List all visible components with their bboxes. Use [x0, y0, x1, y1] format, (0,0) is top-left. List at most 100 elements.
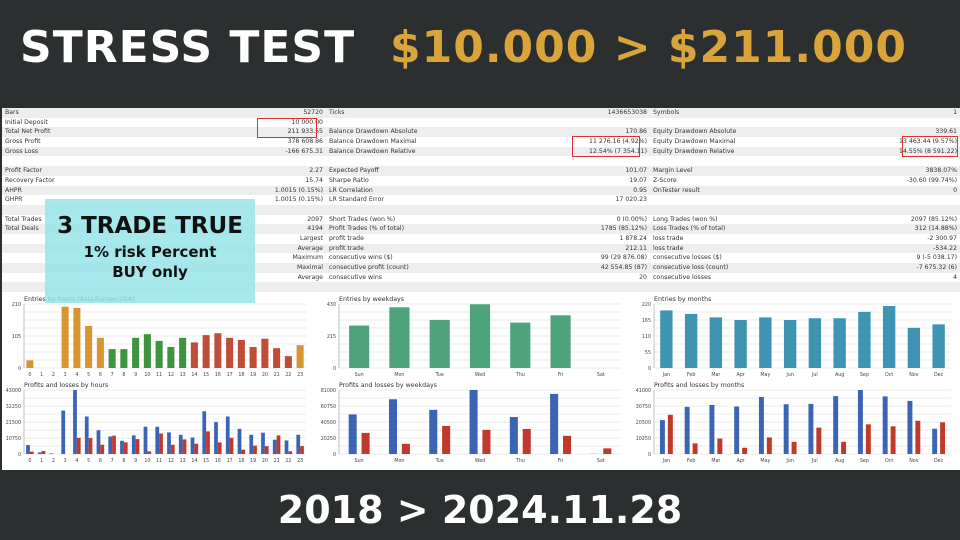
table-cell: Z-Score -30.60 (99.74%) — [650, 176, 960, 186]
y-tick-label: 0 — [648, 366, 651, 372]
bar — [349, 325, 370, 368]
chart-pl-by-months: Profits and losses by months 0 10250 20500 3… — [632, 378, 957, 464]
stat-value: 9 (-5 038.17) — [916, 254, 957, 262]
table-row: Average profit trade 212.11 loss trade -534.… — [2, 243, 960, 254]
profit-bar — [155, 426, 160, 454]
table-cell: consecutive losses ($) 9 (-5 038.17) — [650, 253, 960, 263]
x-tick-label: 4 — [75, 458, 78, 464]
stat-label: loss trade — [653, 244, 684, 252]
loss-bar — [603, 448, 612, 454]
profit-bar — [61, 410, 66, 454]
stat-value: 0 (0.00%) — [616, 215, 647, 223]
loss-bar — [264, 446, 269, 454]
x-tick-label: 14 — [191, 372, 197, 378]
table-cell: LR Standard Error 17 020.23 — [326, 195, 650, 205]
loss-bar — [135, 439, 140, 454]
loss-bar — [217, 442, 222, 454]
x-tick-label: 10 — [144, 458, 150, 464]
y-tick-label: 60750 — [321, 404, 336, 410]
stat-label: profit trade — [329, 244, 364, 252]
stat-value: 4 — [953, 273, 957, 281]
table-row: Gross Loss -166 675.31 Balance Drawdown Re… — [2, 146, 960, 157]
stat-label: AHPR — [5, 186, 22, 194]
x-tick-label: Dec — [934, 458, 944, 464]
x-tick-label: 13 — [180, 372, 186, 378]
stats-table: Bars 52720 Ticks 1436653038 Symbols 1 Initial … — [2, 108, 960, 293]
stat-label: LR Standard Error — [329, 196, 384, 204]
bar — [190, 342, 198, 368]
stat-value: Average — [297, 273, 323, 281]
stat-label: GHPR — [5, 196, 23, 204]
stat-label: consecutive profit (count) — [329, 264, 409, 271]
x-tick-label: May — [760, 458, 770, 464]
x-tick-label: 17 — [227, 372, 233, 378]
loss-bar — [147, 451, 152, 454]
table-cell: consecutive losses 4 — [650, 273, 960, 283]
table-cell: Balance Drawdown Maximal 11 276.16 (4.92%… — [326, 137, 650, 147]
x-tick-label: 23 — [297, 372, 303, 378]
x-tick-label: 16 — [215, 458, 221, 464]
x-tick-label: 23 — [297, 458, 303, 464]
stat-label: Long Trades (won %) — [653, 215, 718, 223]
profit-bar — [202, 411, 207, 454]
stat-label: Profit Trades (% of total) — [329, 225, 404, 233]
loss-bar — [401, 443, 410, 454]
stat-label: consecutive loss (count) — [653, 264, 729, 271]
x-tick-label: 19 — [250, 372, 256, 378]
stat-label: consecutive losses ($) — [653, 254, 722, 262]
y-tick-label: 10250 — [636, 436, 651, 442]
y-tick-label: 110 — [642, 334, 651, 340]
stat-label: Total Trades — [5, 215, 42, 223]
table-row: Total Trades 2097 Short Trades (won %) 0 (0… — [2, 215, 960, 225]
bar — [85, 325, 93, 368]
profit-bar — [120, 440, 124, 454]
stat-label: Expected Payoff — [329, 167, 379, 175]
chart-pl-by-hours: Profits and losses by hours 0 10750 21500 32… — [2, 378, 312, 464]
chart-title: Profits and losses by months — [654, 382, 744, 389]
table-cell: loss trade -534.22 — [650, 244, 960, 254]
stat-label — [653, 118, 957, 128]
stat-label — [653, 205, 957, 215]
x-tick-label: 16 — [215, 372, 221, 378]
x-tick-label: Sep — [860, 372, 869, 378]
x-tick-label: 1 — [40, 372, 43, 378]
loss-bar — [791, 441, 797, 454]
table-cell: consecutive loss (count) -7 675.32 (6) — [650, 263, 960, 273]
stat-label: Margin Level — [653, 167, 693, 175]
stat-value: -166 675.31 — [285, 147, 323, 155]
bar — [273, 348, 281, 368]
x-tick-label: 7 — [111, 458, 114, 464]
stat-value: Maximal — [296, 264, 323, 271]
bar — [132, 337, 140, 368]
stat-value: 13 463.44 (9.57%) — [899, 138, 957, 146]
stat-label: Short Trades (won %) — [329, 215, 396, 223]
table-cell: Profit Factor 2.27 — [2, 166, 326, 176]
table-row: GHPR 1.0015 (0.15%) LR Standard Error 17 02… — [2, 195, 960, 205]
x-tick-label: Tue — [435, 372, 444, 378]
table-row: Profit Factor 2.27 Expected Payoff 101.07 Ma… — [2, 166, 960, 176]
table-cell: Maximum — [2, 253, 326, 263]
loss-bar — [29, 451, 34, 454]
profit-bar — [37, 452, 42, 454]
bar — [249, 346, 257, 368]
profit-bar — [167, 432, 171, 454]
table-cell: consecutive wins 20 — [326, 273, 650, 283]
stat-value: 52720 — [303, 109, 323, 116]
table-row: Total Net Profit 211 933.55 Balance Drawdo… — [2, 127, 960, 138]
stat-value: 19.07 — [629, 176, 647, 184]
loss-bar — [482, 429, 491, 454]
x-tick-label: 4 — [75, 372, 78, 378]
stat-value: 17 020.23 — [615, 196, 648, 204]
loss-bar — [742, 447, 748, 454]
stat-label: Sharpe Ratio — [329, 176, 369, 184]
x-tick-label: 18 — [238, 458, 244, 464]
bar — [550, 315, 571, 368]
loss-bar — [522, 428, 531, 454]
x-tick-label: 14 — [191, 458, 197, 464]
chart-title: Entries by months — [654, 296, 711, 303]
profit-bar — [190, 437, 195, 454]
stat-value: Largest — [299, 234, 323, 242]
profit-bar — [214, 422, 218, 454]
bar — [108, 349, 116, 368]
bar — [96, 337, 104, 368]
